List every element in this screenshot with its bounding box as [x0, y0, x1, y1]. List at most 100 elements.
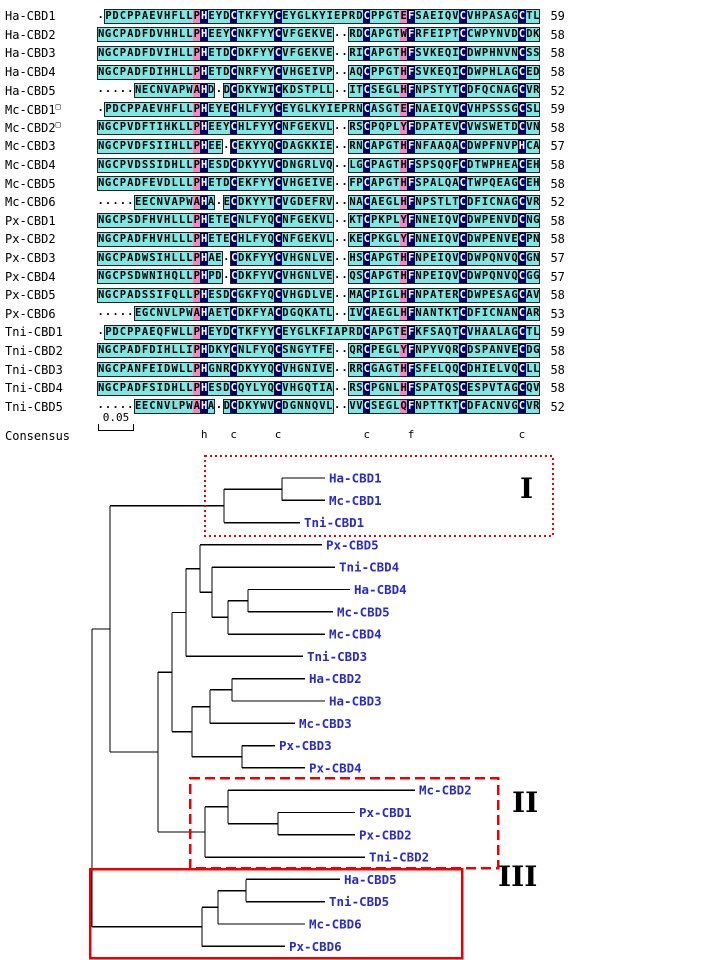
residue-cell: P — [119, 287, 127, 303]
residue-cell: K — [311, 101, 319, 117]
residue-cell: D — [222, 45, 231, 61]
residue-cell: D — [207, 83, 216, 99]
residue-cell: P — [370, 380, 378, 396]
residue-cell: P — [370, 8, 378, 24]
residue-cell: V — [156, 176, 164, 192]
residue-cell: E — [133, 399, 142, 415]
residue-cell: Y — [266, 27, 275, 43]
residue-cell: . — [215, 194, 223, 207]
residue-cell: Y — [266, 250, 275, 266]
residue-cell: V — [318, 269, 327, 285]
residue-cell: . — [341, 64, 348, 77]
residue-cell: I — [326, 8, 334, 24]
residue-cell: H — [170, 380, 179, 396]
residue-cell: C — [274, 176, 282, 192]
residue-cell: C — [111, 27, 120, 43]
residue-cell: P — [119, 231, 127, 247]
residue-cell: F — [407, 250, 415, 266]
residue-cell: G — [104, 138, 112, 154]
alignment-row: Px-CBD4 N G C P S D W N I H Q L L P H P D. C D K F Y V C V H G N L V E.… — [0, 267, 710, 286]
residue-cell: A — [370, 138, 378, 154]
residue-cell: H — [163, 120, 171, 136]
residue-cell: N — [237, 27, 245, 43]
residue-cell: C — [363, 324, 371, 340]
residue-cell: R — [348, 27, 356, 43]
residue-cell: K — [303, 306, 312, 322]
residue-cell: . — [334, 157, 341, 170]
residue-cell: V — [318, 64, 327, 80]
residue-cell: D — [289, 83, 297, 99]
residue-cell: L — [170, 343, 179, 359]
residue-cell: P — [133, 324, 142, 340]
residue-cell: S — [414, 362, 423, 378]
residue-cell: C — [111, 138, 120, 154]
residue-cell: P — [481, 138, 489, 154]
residue-cell: N — [296, 399, 304, 415]
residue-cell: P — [370, 120, 378, 136]
residue-cell: E — [207, 287, 216, 303]
alignment-row: Ha-CBD1. P D C P P A E V H F L L P H E Y D C T K F Y Y C E Y G L K Y I E… — [0, 7, 710, 26]
residue-cell: P — [311, 83, 319, 99]
residue-cell: K — [429, 64, 437, 80]
residue-cell: P — [119, 176, 127, 192]
residue-cell: Y — [222, 343, 231, 359]
residue-cell: D — [163, 362, 171, 378]
residue-cell: C — [230, 250, 238, 266]
residue-cell: N — [429, 306, 437, 322]
residue-cell: C — [111, 157, 120, 173]
residue-cell: E — [222, 213, 231, 229]
residue-cell: N — [533, 250, 541, 266]
residue-cell: A — [141, 8, 149, 24]
residue-cell: A — [370, 176, 378, 192]
tree-leaf-label: Px-CBD4 — [309, 760, 362, 775]
residue-cell: C — [274, 45, 282, 61]
residue-cell: G — [207, 362, 216, 378]
residue-cell: H — [237, 231, 245, 247]
residue-cell: A — [377, 157, 386, 173]
residue-cell: N — [422, 213, 430, 229]
residue-cell: P — [370, 287, 378, 303]
residue-cell: C — [363, 231, 371, 247]
residue-cell: C — [363, 380, 371, 396]
residue-cell: D — [466, 306, 474, 322]
residue-cell: A — [503, 176, 511, 192]
residue-cell: C — [274, 250, 282, 266]
consensus-letter — [223, 428, 230, 443]
residue-cell: E — [444, 120, 452, 136]
residue-cell: S — [473, 380, 482, 396]
residue-cell: H — [400, 287, 408, 303]
residue-cell: C — [518, 213, 526, 229]
residue-cell: V — [156, 45, 164, 61]
residue-cell: H — [200, 324, 208, 340]
residue-cell: E — [207, 176, 216, 192]
residue-cell: C — [459, 101, 467, 117]
residue-cell: C — [518, 8, 526, 24]
residue-cell: H — [237, 120, 245, 136]
residue-cell: V — [281, 45, 290, 61]
tree-leaf-label: Tni-CBD5 — [329, 894, 389, 909]
residue-cell: V — [503, 138, 511, 154]
residue-cell: A — [525, 287, 534, 303]
consensus-letter — [356, 428, 363, 443]
residue-cell: W — [185, 399, 194, 415]
residue-cell: A — [170, 194, 179, 210]
consensus-letter — [533, 428, 540, 443]
residue-cell: D — [215, 269, 223, 285]
residue-cell: G — [296, 8, 304, 24]
residue-cell: Q — [444, 138, 452, 154]
residue-cell: F — [141, 380, 149, 396]
residue-cell: R — [348, 380, 356, 396]
residue-cell: F — [407, 287, 415, 303]
residue-cell: . — [127, 306, 134, 319]
residue-cell: H — [170, 27, 179, 43]
residue-cell: Y — [259, 231, 267, 247]
residue-cell: K — [348, 213, 356, 229]
residue-cell: Q — [525, 380, 534, 396]
residue-cell: Q — [311, 399, 319, 415]
residue-cell: N — [422, 231, 430, 247]
residue-cell: D — [281, 399, 290, 415]
residue-cell: L — [185, 250, 194, 266]
residue-cell: C — [230, 64, 238, 80]
residue-cell: T — [451, 194, 460, 210]
sequence-label: Mc-CBD6 — [5, 195, 56, 210]
